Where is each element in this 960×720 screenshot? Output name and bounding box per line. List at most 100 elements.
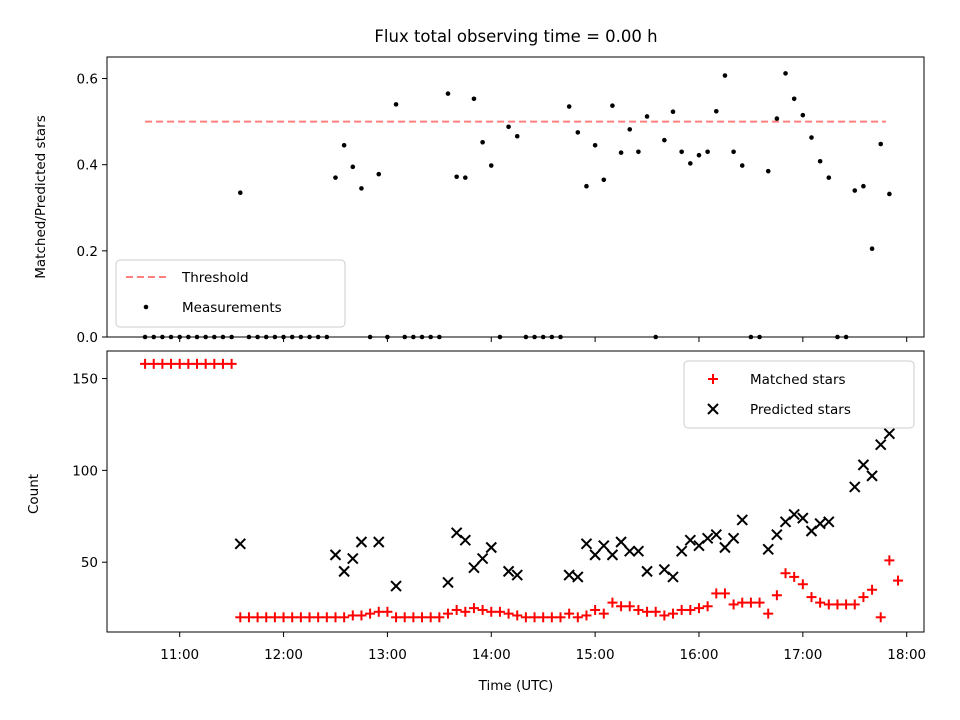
measurement-point [237, 190, 243, 195]
predicted-stars-point [442, 576, 454, 589]
predicted-stars-point [710, 528, 722, 541]
matched-stars-point [321, 612, 332, 623]
x-axis-label: Time (UTC) [478, 678, 554, 694]
bottom-y-axis-label: Count [26, 474, 42, 514]
measurement-point [549, 334, 555, 340]
matched-stars-point [347, 610, 358, 621]
matched-stars-point [668, 608, 679, 619]
measurement-point [419, 334, 425, 340]
predicted-stars-point [338, 565, 350, 578]
matched-stars-point [313, 612, 324, 623]
matched-stars-point [468, 603, 479, 614]
predicted-stars-point [598, 539, 610, 552]
matched-stars-point [581, 610, 592, 621]
matched-stars-point [157, 358, 168, 369]
top-legend: Threshold Measurements [115, 259, 346, 328]
matched-stars-point [564, 608, 575, 619]
predicted-stars-point [468, 562, 480, 574]
matched-stars-point [823, 599, 834, 610]
predicted-stars-point [719, 541, 731, 554]
measurement-points [142, 71, 892, 340]
measurement-point [367, 334, 373, 340]
measurement-point [168, 334, 174, 340]
matched-stars-point [356, 610, 367, 621]
matched-stars-point [235, 612, 246, 623]
predicted-stars-point [667, 571, 679, 583]
predicted-stars-points [234, 427, 896, 592]
bottom-x-tick-label: 15:00 [576, 647, 615, 663]
top-plot-frame [106, 56, 925, 338]
matched-stars-point [434, 612, 445, 623]
legend-measurements-label: Measurements [182, 300, 282, 316]
matched-stars-points [140, 358, 904, 623]
matched-stars-point [192, 358, 203, 369]
matched-stars-point [148, 358, 159, 369]
legend-predicted-swatch [707, 403, 719, 415]
matched-stars-point [815, 597, 826, 608]
measurement-point [566, 104, 572, 109]
top-y-tick-label: 0.2 [77, 244, 98, 260]
matched-stars-point [884, 555, 895, 566]
bottom-y-tick-label: 100 [72, 463, 98, 479]
matched-stars-point [174, 358, 185, 369]
matched-stars-point [183, 358, 194, 369]
top-y-ticks: 0.0 0.2 0.4 0.6 [77, 72, 107, 346]
matched-stars-point [243, 612, 254, 623]
bottom-y-tick-label: 50 [81, 555, 98, 571]
matched-stars-point [460, 606, 471, 617]
bottom-y-ticks: 50 100 150 [72, 372, 107, 571]
predicted-stars-point [476, 552, 489, 565]
predicted-stars-point [589, 549, 601, 561]
top-panel: Flux total observing time = 0.00 h 0.00.… [33, 27, 925, 346]
measurement-point [627, 127, 633, 132]
measurement-point [151, 334, 157, 340]
measurement-point [497, 334, 503, 340]
matched-stars-point [875, 612, 886, 623]
measurement-point [255, 334, 260, 340]
measurement-point [186, 334, 191, 340]
measurement-point [783, 71, 788, 76]
measurement-point [411, 334, 416, 340]
matched-stars-point [572, 612, 583, 623]
matched-stars-point [771, 590, 782, 601]
measurement-point [281, 334, 286, 340]
legend-matched-swatch [708, 374, 718, 384]
predicted-stars-point [814, 517, 826, 530]
measurement-point [177, 334, 182, 340]
matched-stars-point [166, 358, 177, 369]
predicted-stars-point [857, 459, 870, 471]
measurement-point [843, 334, 849, 340]
predicted-stars-point [511, 569, 523, 581]
measurement-point [246, 334, 252, 340]
measurement-point [142, 334, 148, 340]
matched-stars-point [659, 610, 670, 621]
measurement-point [263, 334, 269, 340]
measurement-point [817, 158, 823, 164]
measurement-point [679, 149, 684, 155]
predicted-stars-point [624, 545, 636, 557]
measurement-point [376, 171, 382, 177]
matched-stars-point [685, 604, 696, 615]
predicted-stars-point [485, 541, 497, 554]
matched-stars-point [555, 612, 566, 623]
predicted-stars-point [684, 534, 697, 546]
measurement-point [861, 183, 866, 189]
measurement-point [739, 163, 745, 168]
predicted-stars-point [788, 508, 800, 521]
measurement-point [618, 150, 624, 155]
bottom-legend-box [683, 360, 915, 429]
measurement-point [289, 334, 295, 340]
matched-stars-point [494, 606, 505, 617]
measurement-point [644, 114, 650, 119]
measurement-point [359, 186, 364, 191]
measurement-point [523, 334, 529, 340]
matched-stars-point [373, 606, 384, 617]
predicted-stars-point [883, 427, 896, 440]
matched-stars-point [676, 604, 687, 615]
predicted-stars-point [563, 569, 575, 581]
bottom-y-tick-label: 150 [72, 372, 98, 388]
matched-stars-point [365, 608, 376, 619]
predicted-stars-point [373, 536, 385, 548]
top-y-tick-label: 0.0 [77, 330, 98, 346]
predicted-stars-point [875, 438, 887, 451]
